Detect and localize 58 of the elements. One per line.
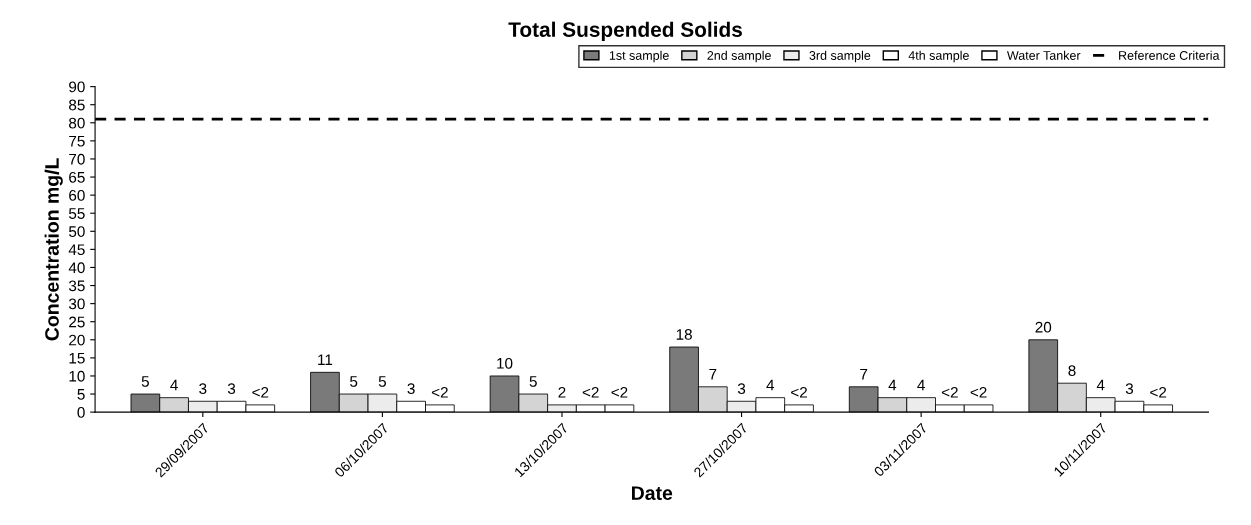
data-label: 7: [709, 368, 717, 380]
data-label: <2: [1150, 386, 1167, 398]
y-tick-label: 90: [69, 81, 85, 93]
y-tick-label: 50: [68, 226, 85, 237]
data-label: 11: [318, 354, 333, 365]
y-tick-label: 30: [68, 298, 85, 310]
x-axis-title: Date: [632, 486, 673, 500]
data-label: <2: [431, 386, 448, 398]
data-label: <2: [791, 386, 807, 398]
y-tick-label: 5: [77, 389, 85, 400]
legend-label: 4th sample: [908, 50, 969, 63]
y-tick-label: 15: [69, 352, 85, 364]
data-label: 3: [737, 383, 746, 395]
data-label: <2: [252, 386, 269, 398]
y-tick-label: 20: [69, 334, 85, 346]
data-label: 3: [1125, 383, 1134, 395]
y-tick-label: 10: [69, 370, 85, 382]
data-label: 3: [407, 383, 415, 395]
data-label: 4: [1096, 379, 1105, 391]
data-label: 4: [917, 379, 925, 391]
y-tick-label: 55: [68, 208, 85, 219]
legend-label: 1st sample: [609, 50, 669, 63]
y-tick-label: 70: [69, 153, 85, 165]
data-label: <2: [970, 386, 987, 398]
data-label: 3: [227, 383, 236, 395]
chart-title: Total Suspended Solids: [508, 21, 742, 42]
legend-label: 2nd sample: [707, 50, 771, 63]
y-tick-label: 35: [68, 280, 85, 292]
data-label: 5: [350, 376, 358, 387]
legend-label: Water Tanker: [1006, 50, 1081, 60]
y-tick-label: 85: [69, 99, 85, 111]
data-label: 5: [378, 376, 387, 387]
y-tick-label: 65: [69, 171, 85, 183]
data-label: <2: [582, 386, 599, 398]
data-label: 3: [199, 383, 207, 395]
y-tick-label: 0: [77, 406, 85, 418]
data-label: <2: [611, 386, 628, 398]
y-tick-label: 25: [69, 316, 85, 328]
data-label: 8: [1068, 365, 1076, 377]
y-tick-label: 80: [69, 117, 85, 129]
data-label: 7: [860, 368, 868, 380]
legend-label: Reference Criteria: [1119, 50, 1220, 60]
data-label: 5: [529, 376, 537, 387]
y-axis-title: Concentration mg/L: [44, 158, 63, 341]
y-tick-label: 45: [68, 244, 85, 256]
data-label: 20: [1035, 321, 1052, 333]
data-label: 4: [888, 379, 897, 391]
data-label: 4: [170, 379, 178, 391]
data-label: <2: [941, 386, 958, 398]
data-label: 2: [558, 386, 566, 398]
data-label: 18: [676, 329, 692, 340]
data-label: 10: [497, 357, 513, 369]
data-label: 5: [141, 376, 149, 387]
y-tick-label: 60: [69, 189, 85, 201]
data-label: 4: [766, 379, 775, 391]
legend-label: 3rd sample: [809, 50, 871, 63]
y-tick-label: 40: [68, 262, 85, 274]
y-tick-label: 75: [69, 135, 85, 147]
